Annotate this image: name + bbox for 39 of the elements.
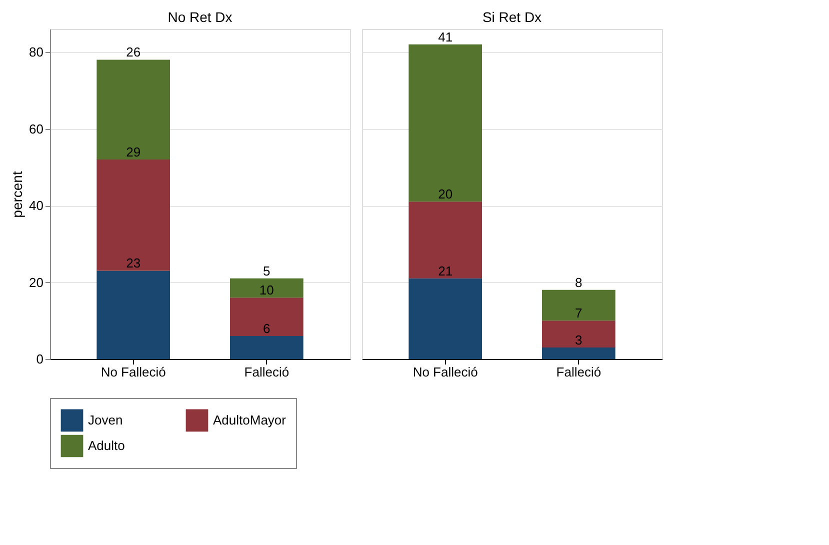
data-label: 41 (438, 29, 453, 44)
data-label: 7 (575, 306, 582, 321)
bar (230, 278, 304, 298)
x-tick-label: No Falleció (412, 364, 478, 380)
bar (96, 270, 170, 359)
legend-label: Adulto (88, 438, 125, 453)
data-label: 5 (263, 263, 270, 278)
y-tick-label: 20 (29, 274, 44, 290)
y-tick-label: 60 (29, 121, 44, 136)
x-tick-label: No Falleció (100, 364, 166, 380)
bar (96, 60, 170, 160)
chart-title: Si Ret Dx (482, 9, 542, 25)
bar (408, 44, 482, 202)
data-label: 21 (438, 263, 453, 278)
legend-label: AdultoMayor (213, 412, 287, 428)
bar (230, 298, 304, 336)
y-tick-label: 40 (29, 198, 44, 214)
data-label: 3 (575, 332, 582, 348)
bar (542, 347, 616, 359)
bar (96, 159, 170, 271)
data-label: 6 (263, 320, 270, 336)
x-tick-label: Falleció (556, 364, 602, 380)
bar (542, 290, 616, 321)
bar (230, 336, 304, 359)
y-tick-label: 80 (29, 44, 44, 60)
data-label: 23 (126, 256, 141, 271)
bar (408, 202, 482, 278)
bar (408, 278, 482, 359)
chart-title: No Ret Dx (168, 9, 232, 25)
legend-label: Joven (88, 412, 123, 428)
data-label: 8 (575, 274, 582, 290)
data-label: 20 (438, 186, 453, 202)
data-label: 26 (126, 44, 141, 60)
y-axis-title: percent (9, 171, 26, 218)
y-tick-label: 0 (36, 352, 44, 366)
data-label: 10 (259, 282, 274, 298)
bar (542, 320, 616, 348)
data-label: 29 (126, 144, 141, 160)
x-tick-label: Falleció (244, 364, 290, 380)
